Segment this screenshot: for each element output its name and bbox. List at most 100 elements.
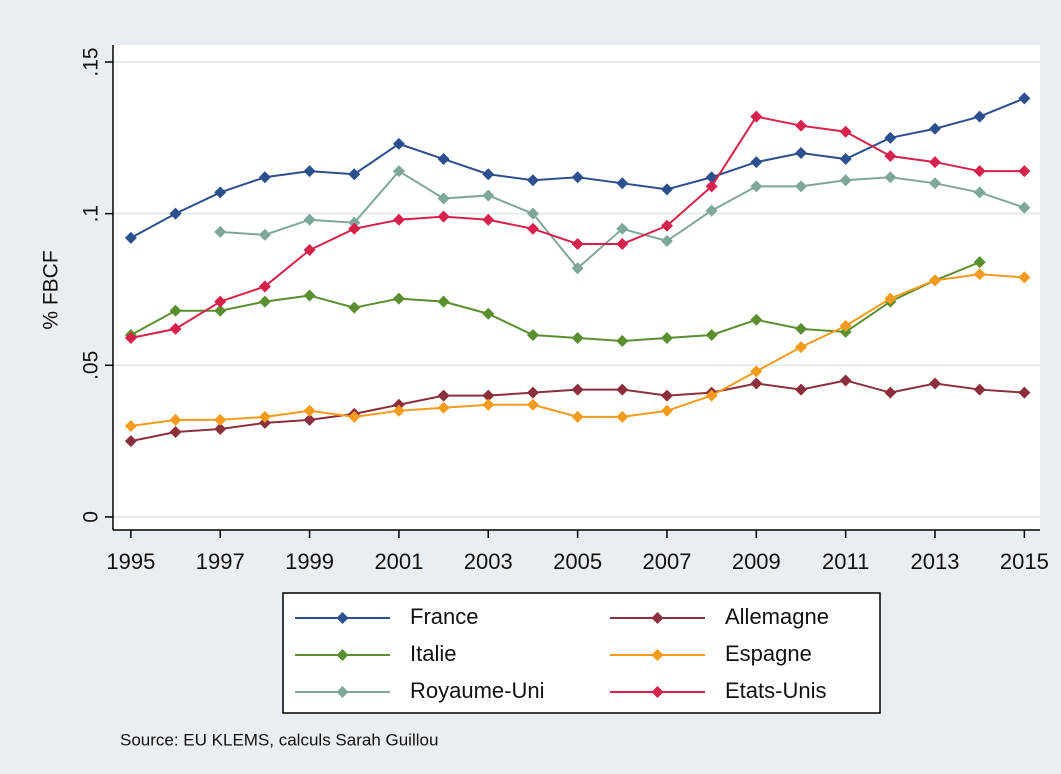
point-marker [839,325,852,338]
point-marker [750,365,763,378]
point-marker [839,153,852,166]
point-marker [660,389,673,402]
point-marker [1018,92,1031,105]
point-marker [526,386,539,399]
point-marker [303,289,316,302]
point-marker [303,165,316,178]
legend-label: Royaume-Uni [410,678,545,703]
x-tick-label: 2001 [374,549,423,574]
point-marker [526,328,539,341]
point-marker [482,189,495,202]
point-marker [571,383,584,396]
point-marker [794,119,807,132]
point-marker [214,413,227,426]
point-marker [303,244,316,257]
legend-marker [651,649,664,661]
point-marker [124,419,137,432]
point-marker [616,237,629,250]
point-marker [482,389,495,402]
point-marker [973,186,986,199]
point-marker [839,374,852,387]
legend-marker [651,612,664,624]
point-marker [124,231,137,244]
point-marker [214,225,227,238]
point-marker [839,125,852,138]
point-marker [169,413,182,426]
y-axis-title: % FBCF [40,250,63,329]
point-marker [884,386,897,399]
point-marker [884,150,897,163]
point-marker [258,295,271,308]
point-marker [794,180,807,193]
point-marker [392,165,405,178]
point-marker [526,207,539,220]
series-line [130,261,981,343]
y-tick-label: .1 [80,205,103,223]
point-marker [392,137,405,150]
point-marker [169,426,182,439]
point-marker [973,256,986,269]
y-tick-label: 0 [80,511,103,523]
point-marker [705,180,718,193]
point-marker [750,313,763,326]
point-marker [482,213,495,226]
point-marker [482,168,495,181]
plot-area [113,45,1040,530]
point-marker [258,171,271,184]
point-marker [750,110,763,123]
point-marker [392,292,405,305]
point-marker [884,292,897,305]
point-marker [437,210,450,223]
point-marker [571,171,584,184]
point-marker [616,383,629,396]
point-marker [303,213,316,226]
source-note: Source: EU KLEMS, calculs Sarah Guillou [120,730,438,749]
point-marker [1018,271,1031,284]
point-marker [616,222,629,235]
legend-marker [336,686,349,698]
legend-label: Etats-Unis [725,678,826,703]
x-tick-label: 2007 [642,549,691,574]
point-marker [660,183,673,196]
point-marker [929,377,942,390]
point-marker [750,377,763,390]
x-tick-label: 2005 [553,549,602,574]
point-marker [214,304,227,317]
point-marker [750,156,763,169]
point-marker [660,404,673,417]
point-marker [1018,201,1031,214]
point-marker [437,389,450,402]
point-marker [437,401,450,414]
point-marker [437,295,450,308]
point-marker [750,180,763,193]
point-marker [258,228,271,241]
point-marker [258,416,271,429]
point-marker [929,156,942,169]
y-tick-label: .05 [80,351,103,380]
point-marker [616,410,629,423]
point-marker [660,332,673,345]
x-tick-label: 1995 [106,549,155,574]
point-marker [839,319,852,332]
point-marker [214,295,227,308]
point-marker [214,422,227,435]
point-marker [794,383,807,396]
point-marker [705,328,718,341]
point-marker [348,222,361,235]
point-marker [169,304,182,317]
legend-marker [651,686,664,698]
point-marker [571,262,584,275]
x-tick-label: 2015 [1000,549,1049,574]
grid [113,60,1040,518]
point-marker [571,332,584,345]
point-marker [303,404,316,417]
point-marker [482,307,495,320]
point-marker [526,174,539,187]
legend-label: Italie [410,641,456,666]
x-tick-label: 2003 [464,549,513,574]
point-marker [794,146,807,159]
point-marker [169,322,182,335]
point-marker [348,410,361,423]
point-marker [616,177,629,190]
